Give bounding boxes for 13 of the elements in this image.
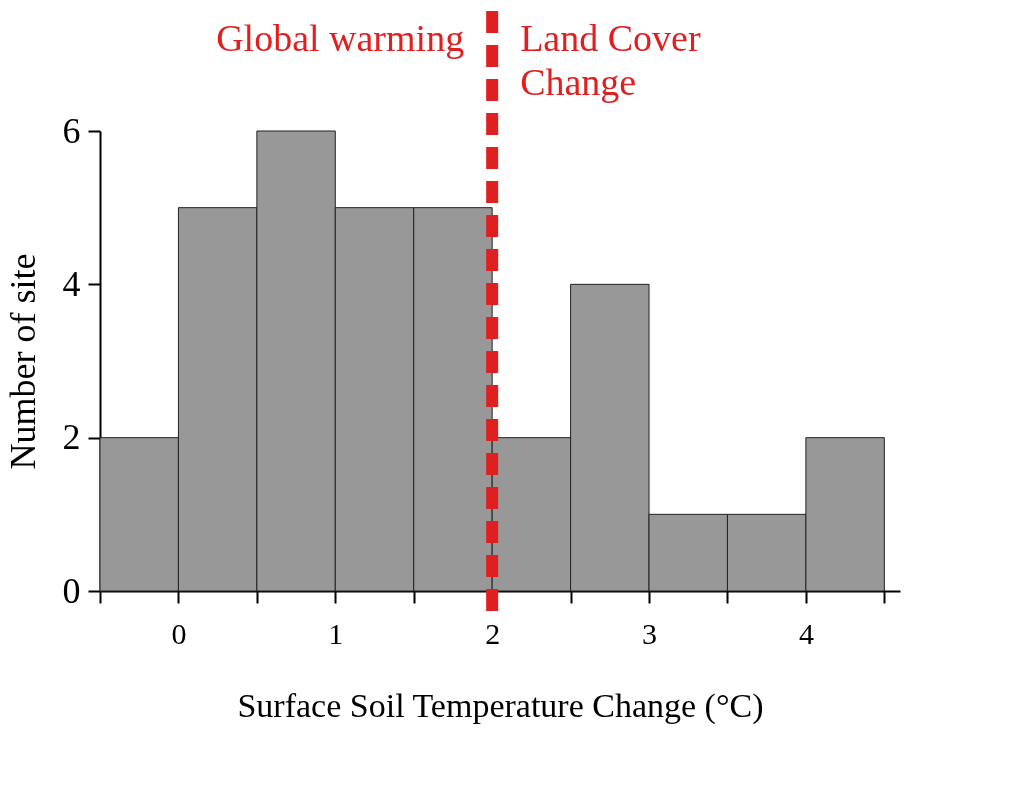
y-tick-label: 2 [62, 417, 81, 458]
x-tick-label: 0 [171, 616, 187, 650]
y-tick-label: 4 [62, 263, 81, 304]
y-tick-label: 6 [62, 110, 81, 151]
x-axis-title: Surface Soil Temperature Change (°C) [237, 686, 764, 725]
x-tick-label: 2 [485, 616, 501, 650]
text: Global warming [216, 17, 465, 59]
x-tick-label: 4 [798, 616, 814, 650]
y-axis-title: Number of site [2, 253, 43, 470]
x-tick-label: 1 [328, 616, 344, 650]
y-tick-label: 0 [62, 570, 81, 611]
x-tick-label: 3 [642, 616, 658, 650]
text: Land Cover Change [520, 17, 701, 103]
